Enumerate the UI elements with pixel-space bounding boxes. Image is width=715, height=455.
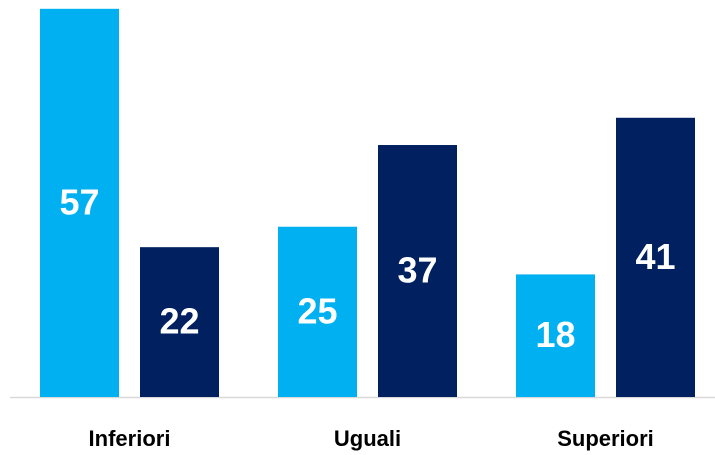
x-tick-label: Inferiori [89, 426, 171, 451]
x-tick-label: Superiori [557, 426, 654, 451]
bar [616, 117, 695, 397]
bar [516, 274, 595, 397]
x-tick-label: Uguali [334, 426, 401, 451]
bar [140, 247, 219, 397]
bar [378, 145, 457, 397]
data-label: 22 [159, 301, 199, 342]
data-label: 41 [635, 236, 675, 277]
data-label: 25 [297, 290, 337, 331]
data-label: 37 [397, 250, 437, 291]
data-label: 57 [59, 181, 99, 222]
bar [278, 226, 357, 397]
data-label: 18 [535, 314, 575, 355]
bar [40, 8, 119, 398]
